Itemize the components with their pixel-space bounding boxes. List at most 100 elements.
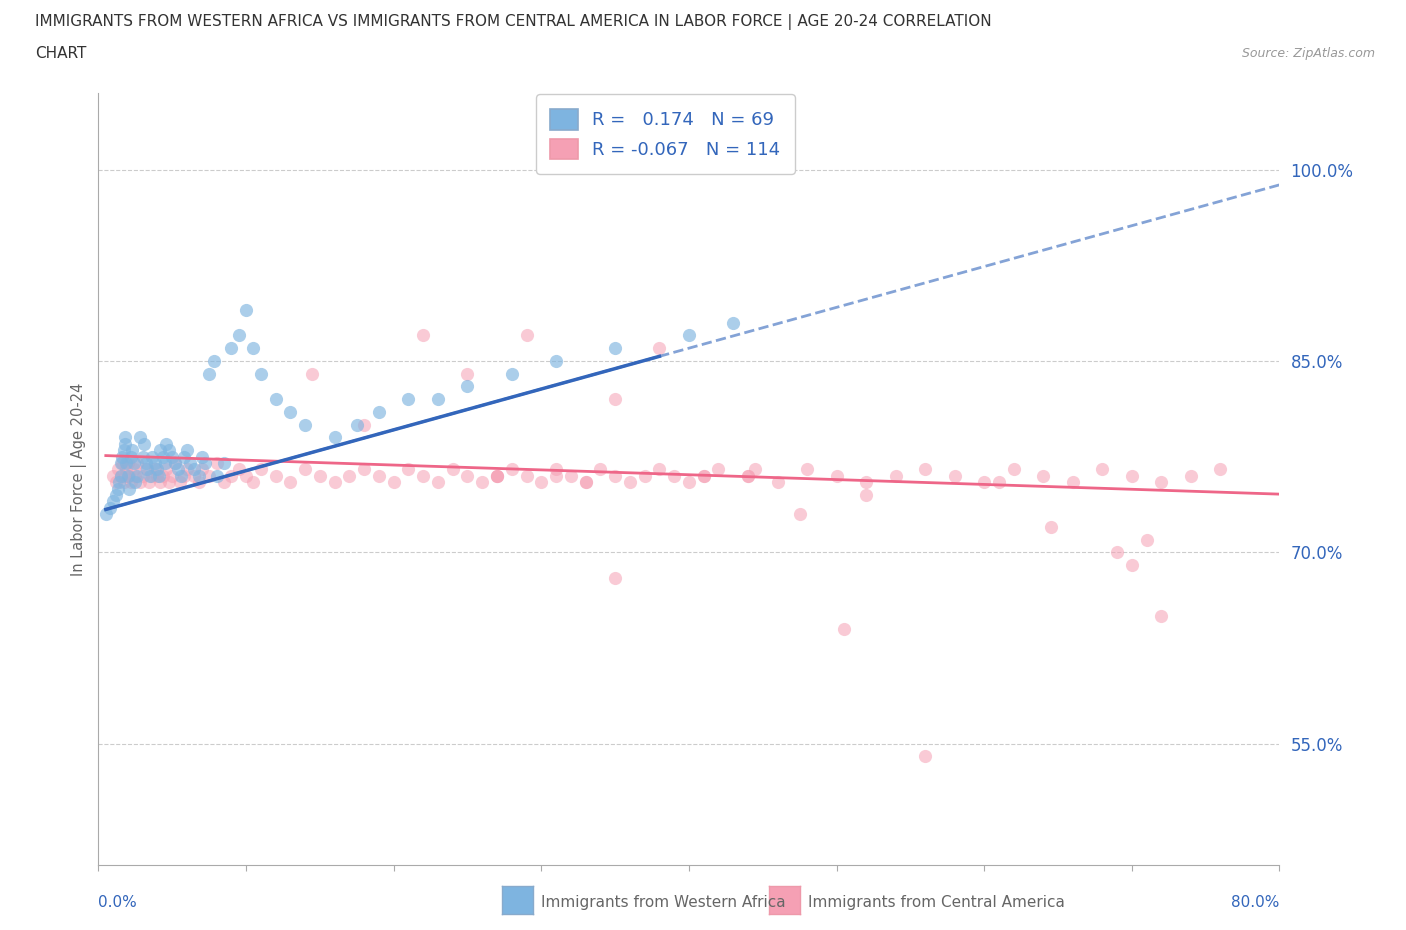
Point xyxy=(118,469,141,484)
Point xyxy=(1150,474,1173,489)
Point xyxy=(516,328,538,343)
Point xyxy=(575,474,598,489)
Point xyxy=(132,449,155,464)
Point xyxy=(264,392,287,406)
Point xyxy=(914,462,936,477)
Point xyxy=(634,469,657,484)
Point xyxy=(157,474,180,489)
Point xyxy=(105,474,128,489)
Point xyxy=(605,340,627,355)
Point xyxy=(471,474,494,489)
Point xyxy=(973,474,995,489)
Point xyxy=(501,462,523,477)
Point xyxy=(457,469,479,484)
Point xyxy=(264,469,287,484)
Point xyxy=(235,469,257,484)
Point xyxy=(148,469,170,484)
Point xyxy=(427,474,450,489)
Point xyxy=(187,474,209,489)
Point xyxy=(111,449,134,464)
Point xyxy=(294,418,316,432)
Point xyxy=(1180,469,1202,484)
Point xyxy=(202,353,225,368)
Point xyxy=(1002,462,1025,477)
Point xyxy=(382,474,405,489)
Point xyxy=(605,392,627,406)
Point xyxy=(162,449,183,464)
Point xyxy=(124,469,146,484)
Point xyxy=(1039,519,1062,534)
Point xyxy=(427,392,450,406)
Point xyxy=(110,456,132,471)
Point xyxy=(162,469,183,484)
Point xyxy=(165,456,187,471)
Point xyxy=(398,462,420,477)
Point xyxy=(914,749,936,764)
Point xyxy=(323,474,346,489)
Point xyxy=(737,469,759,484)
Point xyxy=(796,462,818,477)
Point xyxy=(353,462,375,477)
Point xyxy=(110,469,132,484)
Point xyxy=(1107,545,1129,560)
Point xyxy=(108,474,131,489)
Point xyxy=(139,469,162,484)
Point xyxy=(280,405,302,419)
Point xyxy=(173,449,195,464)
Point xyxy=(115,462,138,477)
Text: Source: ZipAtlas.com: Source: ZipAtlas.com xyxy=(1241,46,1375,60)
Point xyxy=(678,474,700,489)
Point xyxy=(707,462,730,477)
Point xyxy=(98,500,121,515)
Point xyxy=(516,469,538,484)
Point xyxy=(737,469,759,484)
Point xyxy=(179,456,201,471)
Point xyxy=(146,462,169,477)
Point xyxy=(198,366,221,381)
Point xyxy=(280,474,302,489)
Point xyxy=(183,462,205,477)
Point xyxy=(560,469,582,484)
Point xyxy=(228,328,250,343)
Point xyxy=(678,328,700,343)
Point xyxy=(135,462,157,477)
Point xyxy=(339,469,361,484)
Point xyxy=(112,474,135,489)
Point xyxy=(191,449,214,464)
Point xyxy=(294,462,316,477)
Point xyxy=(398,392,420,406)
Point xyxy=(693,469,716,484)
Point xyxy=(176,443,198,458)
Point xyxy=(546,353,568,368)
Point xyxy=(125,456,148,471)
Point xyxy=(165,456,187,471)
Point xyxy=(1121,558,1143,573)
Point xyxy=(486,469,509,484)
Point xyxy=(191,462,214,477)
Point xyxy=(198,469,221,484)
Point xyxy=(143,462,166,477)
Point xyxy=(169,474,191,489)
Point xyxy=(723,315,745,330)
Point xyxy=(855,474,877,489)
Point xyxy=(118,481,141,496)
Point xyxy=(155,462,177,477)
Point xyxy=(167,462,190,477)
Point xyxy=(605,469,627,484)
Point xyxy=(128,430,150,445)
Point xyxy=(176,462,198,477)
Point xyxy=(205,456,228,471)
Point xyxy=(457,379,479,394)
Point xyxy=(353,418,375,432)
Point xyxy=(110,469,132,484)
Point xyxy=(832,621,855,636)
Point xyxy=(1150,608,1173,623)
Point xyxy=(412,469,434,484)
Point xyxy=(120,474,142,489)
Point xyxy=(112,443,135,458)
Point xyxy=(1091,462,1114,477)
Point xyxy=(103,469,125,484)
Point xyxy=(124,474,146,489)
Point xyxy=(1062,474,1084,489)
Point xyxy=(136,462,159,477)
